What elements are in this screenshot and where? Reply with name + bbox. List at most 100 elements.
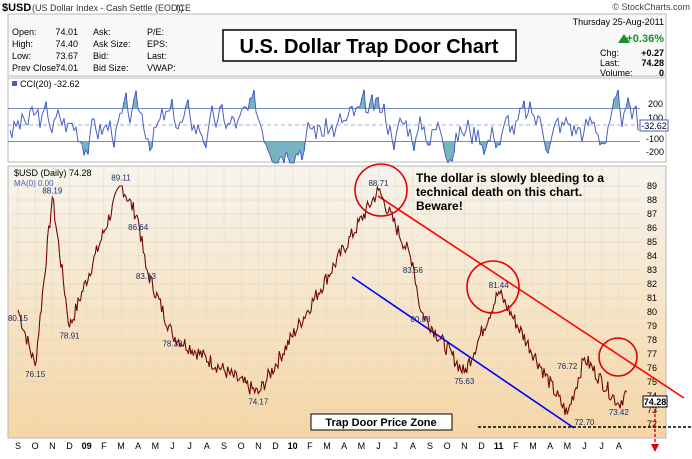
quote-label-bid-size: Bid Size: [93, 63, 129, 73]
price-y-tick: 84 [647, 251, 657, 261]
price-x-tick: F [513, 441, 519, 451]
price-x-tick: S [221, 441, 227, 451]
highlight-circle-1 [354, 163, 408, 217]
price-x-tick: S [427, 441, 433, 451]
price-x-tick: J [376, 441, 381, 451]
quote-value-low: 73.67 [55, 51, 78, 61]
cci-legend: CCI(20) -32.62 [20, 79, 80, 89]
quote-label-high: High: [12, 39, 33, 49]
price-x-tick: 10 [288, 441, 298, 451]
last-price-box [642, 395, 668, 408]
price-y-tick: 75 [647, 377, 657, 387]
quote-label-prev-close: Prev Close: [12, 63, 59, 73]
support-trendline [351, 276, 575, 429]
quote-label-eps: EPS: [147, 39, 168, 49]
resistance-trendline [377, 195, 685, 399]
quote-label-bid: Bid: [93, 51, 109, 61]
down-arrow-icon [651, 444, 659, 452]
price-y-tick: 77 [647, 349, 657, 359]
commentary-line-3: Beware! [416, 199, 463, 213]
point-labels: 80.15 76.15 88.19 78.91 89.11 86.64 83.13 78.33… [8, 173, 629, 427]
symbol-description: (US Dollar Index - Cash Settle (EOD)) [32, 3, 184, 13]
quote-label-ask: Ask: [93, 27, 111, 37]
price-y-tick: 72 [647, 419, 657, 429]
price-x-tick: A [204, 441, 210, 451]
price-y-tick: 82 [647, 279, 657, 289]
cci-value-label: -32.62 [641, 121, 667, 131]
point-label: 86.64 [128, 223, 149, 232]
price-y-tick: 81 [647, 293, 657, 303]
price-x-tick: A [410, 441, 416, 451]
price-panel [7, 165, 667, 439]
price-x-tick: J [187, 441, 192, 451]
quote-label-last: Last: [147, 51, 167, 61]
price-x-tick: F [307, 441, 313, 451]
quote-label-volume: Volume: [600, 68, 633, 78]
price-y-tick: 88 [647, 195, 657, 205]
cci-tick-200: 200 [648, 99, 663, 109]
price-x-tick: M [117, 441, 125, 451]
price-x-axis: S O N D 09 F M A M J J A S O N D 10 F M A M J J A S O N D 11 F M A M J J A [15, 441, 622, 451]
copyright-label: © StockCharts.com [612, 2, 690, 12]
point-label: 89.11 [111, 173, 131, 182]
price-x-tick: J [582, 441, 587, 451]
price-legend-main: $USD (Daily) 74.28 [14, 168, 92, 178]
price-x-tick: M [564, 441, 572, 451]
price-x-tick: A [547, 441, 553, 451]
price-y-tick: 86 [647, 223, 657, 233]
quote-value-chg: +0.27 [641, 48, 664, 58]
quote-value-volume: 0 [659, 68, 664, 78]
up-arrow-icon [618, 34, 630, 43]
trap-door-box [310, 413, 453, 431]
price-y-tick: 76 [647, 363, 657, 373]
quote-date: Thursday 25-Aug-2011 [573, 17, 664, 27]
price-x-tick: O [238, 441, 245, 451]
price-y-tick: 87 [647, 209, 657, 219]
price-x-tick: 11 [494, 441, 504, 451]
symbol-label: $USD [2, 2, 31, 14]
quote-value-open: 74.01 [55, 27, 78, 37]
price-x-tick: J [599, 441, 604, 451]
quote-value-high: 74.40 [55, 39, 78, 49]
point-label: 80.08 [411, 315, 432, 324]
commentary-line-1: The dollar is slowly bleeding to a [416, 171, 604, 185]
price-x-tick: M [358, 441, 366, 451]
point-label: 78.91 [59, 331, 80, 340]
quote-label-chg: Chg: [600, 48, 619, 58]
point-label: 83.56 [403, 266, 424, 275]
point-label: 75.63 [454, 377, 475, 386]
price-y-tick: 83 [647, 265, 657, 275]
cci-tick-minus-200: -200 [646, 147, 664, 157]
last-price-label: 74.28 [644, 397, 667, 407]
price-x-tick: A [135, 441, 141, 451]
price-line-overlay [17, 185, 627, 415]
cci-panel [7, 77, 667, 163]
cci-tick-minus-100: -100 [646, 134, 664, 144]
cci-tick-100: 100 [648, 113, 663, 123]
point-label: 76.15 [25, 370, 46, 379]
price-x-tick: 09 [82, 441, 92, 451]
quote-label-pe: P/E: [147, 27, 164, 37]
point-label: 73.42 [609, 408, 630, 417]
price-x-tick: O [32, 441, 39, 451]
point-label: 88.71 [368, 179, 389, 188]
price-x-tick: N [49, 441, 56, 451]
quote-fields: Open: High: Low: Prev Close: 74.01 74.40… [12, 27, 176, 73]
price-x-tick: M [152, 441, 160, 451]
point-label: 78.33 [162, 339, 183, 348]
price-x-tick: N [461, 441, 468, 451]
price-y-tick: 85 [647, 237, 657, 247]
price-x-tick: A [341, 441, 347, 451]
chart-title: U.S. Dollar Trap Door Chart [240, 36, 499, 58]
point-label: 80.15 [8, 314, 29, 323]
title-box [222, 29, 517, 62]
point-label: 81.44 [489, 281, 510, 290]
price-x-tick: D [478, 441, 485, 451]
quote-label-open: Open: [12, 27, 37, 37]
quote-value-prev-close: 74.01 [55, 63, 78, 73]
exchange-label: ICE [176, 3, 191, 13]
quote-label-low: Low: [12, 51, 31, 61]
price-y-tick: 79 [647, 321, 657, 331]
